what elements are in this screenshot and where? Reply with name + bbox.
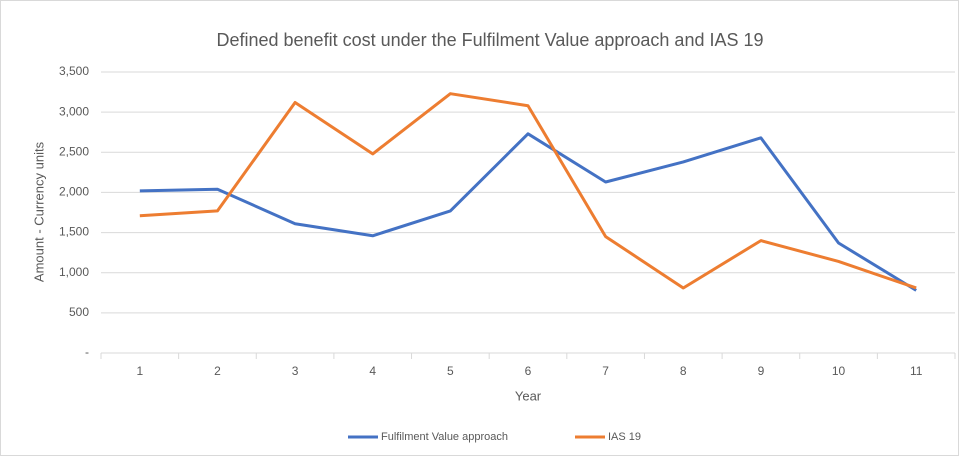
x-tick-label: 5 — [447, 364, 454, 378]
x-tick-label: 10 — [832, 364, 846, 378]
y-tick-label: 3,500 — [59, 64, 89, 78]
y-axis-label: Amount - Currency units — [31, 141, 46, 282]
series-line — [139, 92, 917, 290]
y-tick-label: 2,500 — [59, 144, 89, 158]
y-tick-label: 500 — [69, 305, 89, 319]
x-tick-label: 8 — [680, 364, 687, 378]
y-tick-label: 1,000 — [59, 265, 89, 279]
x-tick-label: 7 — [602, 364, 609, 378]
x-tick-label: 3 — [292, 364, 299, 378]
series-line — [139, 132, 917, 292]
x-tick-label: 1 — [136, 364, 143, 378]
legend-label: Fulfilment Value approach — [381, 431, 508, 443]
chart-title: Defined benefit cost under the Fulfilmen… — [216, 30, 763, 50]
y-tick-label: - — [85, 345, 89, 359]
y-tick-label: 2,000 — [59, 185, 89, 199]
y-tick-label: 1,500 — [59, 225, 89, 239]
x-axis-label: Year — [515, 388, 542, 403]
x-tick-label: 2 — [214, 364, 221, 378]
legend-label: IAS 19 — [608, 431, 641, 443]
x-tick-label: 4 — [369, 364, 376, 378]
y-tick-label: 3,000 — [59, 104, 89, 118]
x-tick-label: 6 — [525, 364, 532, 378]
x-tick-label: 9 — [758, 364, 765, 378]
x-tick-label: 11 — [910, 364, 923, 378]
